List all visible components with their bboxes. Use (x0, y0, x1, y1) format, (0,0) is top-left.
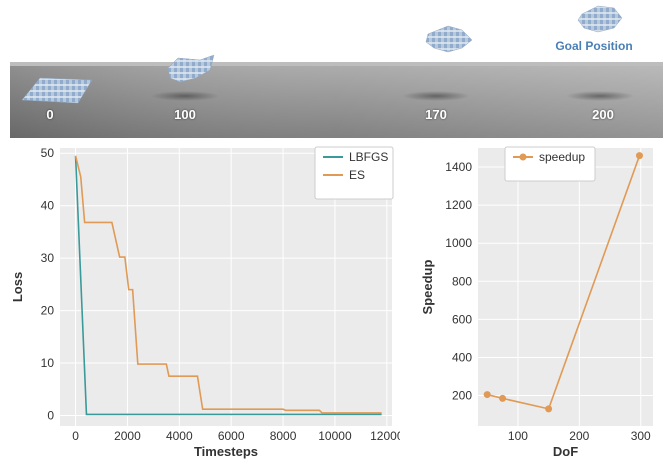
loss-y-axis-label: Loss (10, 272, 25, 302)
speedup-series (483, 152, 643, 413)
frame-label-200: 200 (592, 107, 614, 122)
x-tick-label: 2000 (114, 429, 141, 443)
speedup-y-axis-label: Speedup (420, 259, 435, 314)
cloth-frame-200 (577, 5, 623, 33)
x-tick-label: 8000 (270, 429, 297, 443)
data-point (483, 391, 491, 399)
legend-label: ES (349, 168, 365, 182)
y-tick-label: 400 (452, 350, 472, 364)
y-tick-label: 800 (452, 274, 472, 288)
y-tick-label: 30 (41, 251, 55, 265)
y-tick-label: 50 (41, 146, 55, 160)
loss-series (74, 155, 382, 416)
x-tick-label: 300 (631, 429, 651, 443)
series-line-speedup (487, 155, 641, 410)
speedup-grid (478, 148, 653, 426)
loss-grid (60, 148, 392, 426)
frame-label-100: 100 (174, 107, 196, 122)
data-point (499, 394, 507, 402)
series-line-lbfgs (74, 155, 382, 416)
y-tick-label: 1200 (445, 198, 472, 212)
loss-legend: LBFGS ES (314, 146, 394, 200)
y-tick-label: 200 (452, 389, 472, 403)
cloth-frame-0 (21, 77, 93, 104)
data-point (635, 152, 643, 160)
data-point (545, 405, 553, 413)
x-tick-label: 200 (569, 429, 589, 443)
y-tick-label: 40 (41, 199, 55, 213)
legend-label: speedup (539, 150, 585, 164)
legend-marker (519, 153, 527, 161)
y-tick-label: 1400 (445, 160, 472, 174)
x-tick-label: 10000 (318, 429, 352, 443)
x-tick-label: 4000 (166, 429, 193, 443)
x-tick-label: 0 (72, 429, 79, 443)
legend-box (314, 146, 394, 200)
legend-box (504, 146, 596, 182)
y-tick-label: 1000 (445, 236, 472, 250)
y-tick-label: 20 (41, 304, 55, 318)
speedup-y-ticks: 200 400 600 800 1000 1200 1400 (445, 160, 472, 402)
frame-label-170: 170 (425, 107, 447, 122)
cloth-frame-100 (167, 54, 215, 83)
goal-position-label: Goal Position (555, 39, 633, 53)
speedup-plot-area (478, 148, 653, 426)
x-tick-label: 100 (508, 429, 528, 443)
series-line-es (74, 155, 382, 414)
y-tick-label: 0 (47, 409, 54, 423)
simulation-banner (10, 5, 663, 138)
cloth-frame-170 (425, 25, 473, 53)
legend-label: LBFGS (349, 150, 388, 164)
speedup-chart: 100 200 300 200 400 600 800 1000 1200 1400 DoF S… (420, 146, 653, 459)
x-tick-label: 6000 (218, 429, 245, 443)
speedup-legend: speedup (504, 146, 596, 182)
frame-label-0: 0 (46, 107, 54, 122)
y-tick-label: 10 (41, 356, 55, 370)
speedup-x-ticks: 100 200 300 (508, 429, 651, 443)
loss-x-axis-label: Timesteps (194, 444, 258, 459)
loss-y-ticks: 0 10 20 30 40 50 (41, 146, 55, 422)
y-tick-label: 600 (452, 312, 472, 326)
speedup-x-axis-label: DoF (553, 444, 578, 459)
